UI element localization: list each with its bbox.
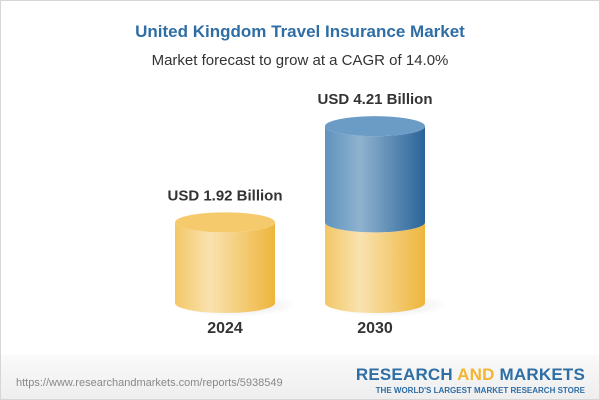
data-label: USD 1.92 Billion — [167, 187, 282, 204]
logo-text-and: AND — [457, 365, 495, 384]
x-tick-label: 2024 — [207, 320, 243, 337]
cylinder-2024-body — [175, 222, 275, 313]
cylinder-2030-growth-top — [325, 116, 425, 137]
logo-text-markets: MARKETS — [494, 365, 585, 384]
footer: https://www.researchandmarkets.com/repor… — [1, 355, 599, 399]
source-url[interactable]: https://www.researchandmarkets.com/repor… — [16, 377, 283, 389]
x-tick-label: 2030 — [357, 320, 393, 337]
chart-title: United Kingdom Travel Insurance Market — [135, 22, 465, 41]
chart-subtitle: Market forecast to grow at a CAGR of 14.… — [151, 52, 449, 69]
cylinder-2030-growth-body — [325, 126, 425, 233]
data-label: USD 4.21 Billion — [317, 91, 432, 108]
cylinder-chart: USD 1.92 Billion 2024 USD 4.21 Billion 2030 — [167, 91, 447, 337]
logo-tagline: THE WORLD'S LARGEST MARKET RESEARCH STOR… — [375, 386, 585, 395]
cylinder-2030-base-body — [325, 222, 425, 313]
logo-text: RESEARCH — [355, 365, 458, 384]
research-and-markets-logo: RESEARCH AND MARKETS THE WORLD'S LARGEST… — [356, 365, 585, 395]
cylinder-2024-top — [175, 212, 275, 233]
